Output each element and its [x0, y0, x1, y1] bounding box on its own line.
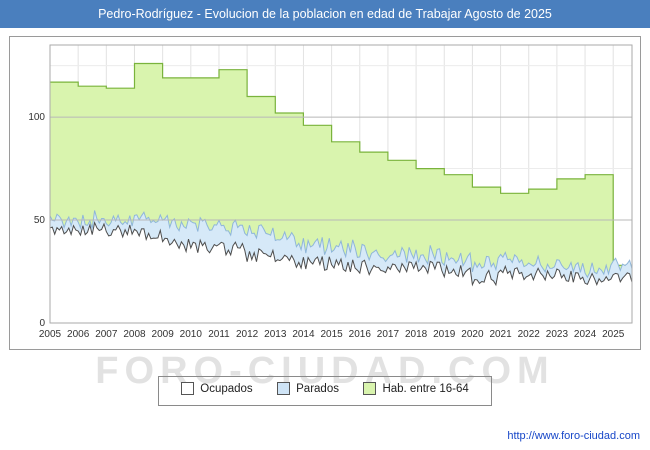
legend-swatch-parados	[277, 382, 291, 395]
svg-text:2025: 2025	[602, 329, 625, 340]
legend-swatch-hab-16-64	[363, 382, 377, 395]
legend-item-parados: Parados	[277, 382, 339, 395]
svg-text:2019: 2019	[433, 329, 456, 340]
svg-text:2008: 2008	[123, 329, 146, 340]
legend-label-hab-16-64: Hab. entre 16-64	[382, 382, 469, 395]
svg-text:2011: 2011	[208, 329, 230, 340]
legend-wrap: Ocupados Parados Hab. entre 16-64	[0, 376, 650, 406]
svg-text:2018: 2018	[405, 329, 428, 340]
svg-text:2020: 2020	[461, 329, 484, 340]
svg-text:2023: 2023	[546, 329, 569, 340]
site-url-link[interactable]: http://www.foro-ciudad.com	[507, 430, 640, 442]
population-chart: 0 50 100 2005 2006 2007 2008 2009 2010 2011 2012 20…	[28, 44, 633, 340]
chart-title-bar: Pedro-Rodríguez - Evolucion de la poblac…	[0, 0, 650, 28]
svg-text:2007: 2007	[95, 329, 118, 340]
svg-text:2015: 2015	[320, 329, 343, 340]
svg-text:2006: 2006	[67, 329, 90, 340]
svg-text:2014: 2014	[292, 329, 315, 340]
svg-text:0: 0	[39, 318, 45, 329]
legend-label-ocupados: Ocupados	[200, 382, 253, 395]
chart-title: Pedro-Rodríguez - Evolucion de la poblac…	[98, 7, 552, 21]
chart-area: 0 50 100 2005 2006 2007 2008 2009 2010 2011 2012 20…	[9, 36, 641, 350]
svg-text:2022: 2022	[518, 329, 541, 340]
svg-text:2005: 2005	[39, 329, 62, 340]
legend-swatch-ocupados	[181, 382, 195, 395]
svg-text:2016: 2016	[349, 329, 372, 340]
legend-label-parados: Parados	[296, 382, 339, 395]
svg-text:50: 50	[34, 215, 46, 226]
legend-item-ocupados: Ocupados	[181, 382, 253, 395]
svg-text:2010: 2010	[180, 329, 203, 340]
svg-text:2013: 2013	[264, 329, 287, 340]
svg-text:2024: 2024	[574, 329, 597, 340]
chart-legend: Ocupados Parados Hab. entre 16-64	[158, 376, 492, 406]
svg-text:2009: 2009	[152, 329, 175, 340]
svg-text:2017: 2017	[377, 329, 400, 340]
legend-item-hab-16-64: Hab. entre 16-64	[363, 382, 469, 395]
svg-text:2012: 2012	[236, 329, 259, 340]
svg-text:2021: 2021	[489, 329, 512, 340]
svg-text:100: 100	[28, 112, 45, 123]
